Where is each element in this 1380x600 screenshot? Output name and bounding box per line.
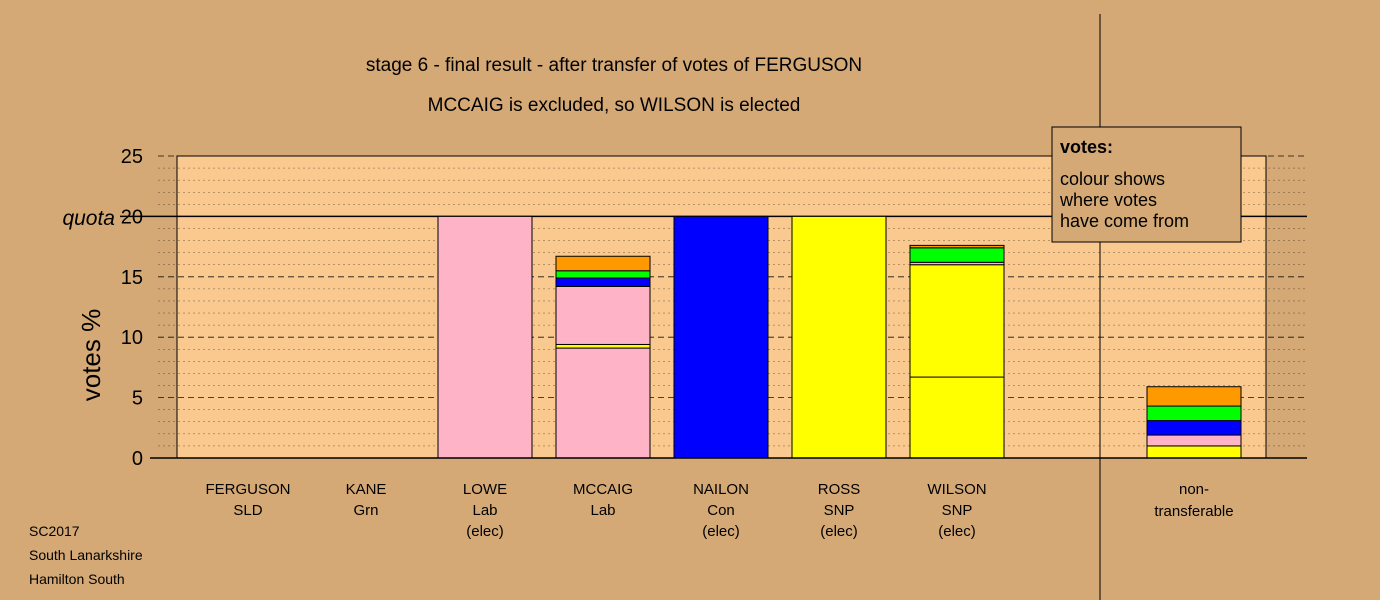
legend-line-2: where votes [1059,190,1157,210]
bar-segment-non-transferable-0 [1146,445,1242,459]
bar-segment-wilson-4 [909,244,1005,249]
bar-segment-ross-0 [791,215,887,459]
bar-segment-non-transferable-2 [1146,420,1242,436]
chart-title: stage 6 - final result - after transfer … [366,55,862,76]
y-tick-label: 20 [121,206,143,228]
bar-segment-mccaig-5 [555,255,651,272]
footer-ward: Hamilton South [29,571,125,587]
x-label-ross-1: SNP [824,502,855,519]
x-label-wilson-1: SNP [942,502,973,519]
y-tick-label: 25 [121,146,143,168]
x-label-kane-0: KANE [346,481,387,498]
bar-segment-mccaig-2 [555,285,651,345]
x-label-wilson-2: (elec) [938,523,976,540]
legend-line-1: colour shows [1060,169,1165,189]
x-label-nailon-2: (elec) [702,523,740,540]
nontransferable-label-2: transferable [1154,503,1233,520]
legend-line-3: have come from [1060,211,1189,231]
footer-election: SC2017 [29,523,80,539]
footer-council: South Lanarkshire [29,547,143,563]
y-tick-label: 10 [121,327,143,349]
x-label-lowe-0: LOWE [463,481,507,498]
bar-segment-non-transferable-4 [1146,386,1242,407]
bar-segment-lowe-0 [437,215,533,459]
x-label-wilson-0: WILSON [927,481,986,498]
bar-segment-wilson-1 [909,264,1005,378]
x-label-lowe-2: (elec) [466,523,504,540]
quota-label: quota [62,207,115,230]
bar-segment-wilson-0 [909,376,1005,459]
bar-segment-non-transferable-3 [1146,405,1242,422]
x-label-ferguson-1: SLD [233,502,262,519]
y-axis-label: votes % [76,309,106,402]
x-label-nailon-1: Con [707,502,735,519]
x-label-kane-1: Grn [353,502,378,519]
x-label-nailon-0: NAILON [693,481,749,498]
bar-segment-non-transferable-1 [1146,434,1242,447]
x-label-ross-0: ROSS [818,481,861,498]
x-label-lowe-1: Lab [472,502,497,519]
y-tick-label: 0 [132,448,143,470]
nontransferable-label-1: non- [1179,481,1209,498]
bar-segment-nailon-0 [673,215,769,459]
bars [437,215,1242,459]
legend-background [1051,126,1242,243]
bar-segment-mccaig-3 [555,277,651,287]
x-label-mccaig-1: Lab [590,502,615,519]
x-label-ross-2: (elec) [820,523,858,540]
x-label-mccaig-0: MCCAIG [573,481,633,498]
axes: 0 5 10 15 20 25 [121,14,1307,600]
bar-segment-mccaig-4 [555,270,651,279]
x-axis-labels: FERGUSON SLD KANE Grn LOWE Lab (elec) MCCAIG Lab… [205,481,986,540]
legend-title: votes: [1060,137,1113,157]
y-tick-label: 15 [121,267,143,289]
x-label-ferguson-0: FERGUSON [205,481,290,498]
y-tick-label: 5 [132,388,143,410]
bar-segment-mccaig-1 [555,343,651,349]
bar-segment-wilson-3 [909,247,1005,263]
bar-segment-mccaig-0 [555,347,651,459]
chart-subtitle: MCCAIG is excluded, so WILSON is elected [428,95,801,116]
legend-box: votes: colour shows where votes have com… [1051,126,1242,243]
